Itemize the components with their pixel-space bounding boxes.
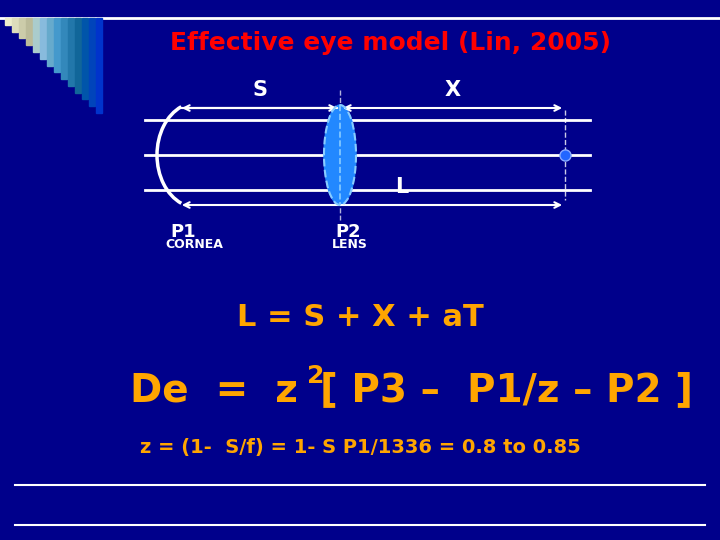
Text: De  =  z: De = z (130, 371, 298, 409)
Bar (96, 18, 102, 113)
Bar (61, 18, 67, 79)
Text: P1: P1 (170, 223, 196, 241)
Text: [ P3 –  P1/z – P2 ]: [ P3 – P1/z – P2 ] (320, 371, 693, 409)
Text: P2: P2 (335, 223, 361, 241)
Text: 2: 2 (307, 364, 325, 388)
Bar (5, 18, 11, 25)
Bar (12, 18, 18, 31)
Text: S: S (252, 80, 267, 100)
Bar (54, 18, 60, 72)
Bar (68, 18, 74, 86)
Bar (26, 18, 32, 45)
Text: Effective eye model (Lin, 2005): Effective eye model (Lin, 2005) (169, 31, 611, 55)
Bar (33, 18, 39, 52)
Bar (89, 18, 95, 106)
Text: X: X (444, 80, 461, 100)
Bar (40, 18, 46, 59)
Bar (47, 18, 53, 65)
Text: LENS: LENS (332, 238, 368, 251)
Text: L: L (395, 177, 409, 197)
Text: L = S + X + aT: L = S + X + aT (237, 303, 483, 333)
Bar (75, 18, 81, 93)
Ellipse shape (324, 105, 356, 205)
Text: CORNEA: CORNEA (165, 238, 223, 251)
Text: z = (1-  S/f) = 1- S P1/1336 = 0.8 to 0.85: z = (1- S/f) = 1- S P1/1336 = 0.8 to 0.8… (140, 437, 580, 456)
Bar (82, 18, 88, 99)
Bar (19, 18, 25, 38)
